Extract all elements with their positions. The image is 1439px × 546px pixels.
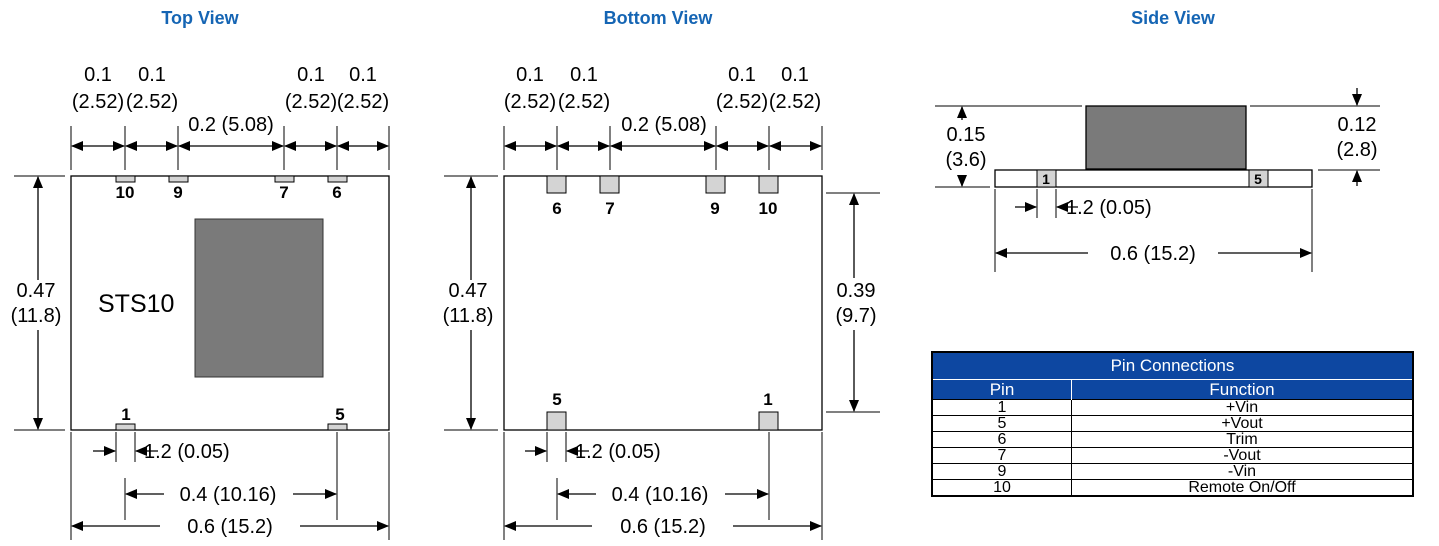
pin-connections-table: Pin Connections Pin Function 1 +Vin 5 +Vou… — [931, 351, 1414, 497]
table-row: 9 -Vin — [932, 463, 1413, 480]
bottom-pin-label: 7 — [605, 199, 614, 218]
side-view: 1 5 0.15 (3.6) 0.12 (2.8) 1.2 (0.05) 0.6… — [935, 88, 1380, 272]
height-in: 0.47 — [17, 280, 56, 302]
pin-spacing-in: 0.1 — [781, 64, 809, 86]
bottom-pad-6 — [546, 175, 567, 194]
top-pin-label: 7 — [279, 183, 288, 202]
table-header-pin: Pin — [932, 379, 1072, 400]
side-view-title: Side View — [1131, 8, 1216, 28]
function-cell: +Vin — [1071, 399, 1413, 416]
top-pin-9 — [168, 175, 189, 183]
table-row: 10 Remote On/Off — [932, 479, 1413, 496]
width-dimension: 0.6 (15.2) — [1110, 243, 1196, 265]
side-view-board — [994, 169, 1313, 188]
part-label: STS10 — [98, 290, 174, 318]
pin-cell: 7 — [932, 447, 1072, 464]
bottom-view-body — [503, 175, 823, 431]
pin-spacing-mm: (2.52) — [285, 91, 337, 113]
pin-spacing-in: 0.1 — [297, 64, 325, 86]
height-mm: (11.8) — [443, 305, 494, 327]
bottom-view: 6 7 9 10 5 1 0.1 0.1 0.1 0.1 (2.52) (2.5… — [443, 64, 880, 540]
pin-height-mm: (9.7) — [835, 305, 876, 327]
height-in: 0.47 — [449, 280, 488, 302]
pin-spacing-in: 0.1 — [84, 64, 112, 86]
total-height-in: 0.15 — [947, 124, 986, 146]
pin-spacing-mm: (2.52) — [769, 91, 821, 113]
bottom-pad-7 — [599, 175, 620, 194]
top-pin-6 — [327, 175, 348, 183]
table-row: 7 -Vout — [932, 447, 1413, 464]
bottom-pad-5 — [546, 411, 567, 431]
width-dimension: 0.6 (15.2) — [620, 516, 706, 538]
bottom-pin-label: 9 — [710, 199, 719, 218]
table-row: 6 Trim — [932, 431, 1413, 448]
pin-spacing-mm: (2.52) — [126, 91, 178, 113]
gap-dimension: 0.2 (5.08) — [621, 114, 707, 136]
pin-spacing-mm: (2.52) — [558, 91, 610, 113]
top-pin-label: 9 — [173, 183, 182, 202]
pin-spacing-in: 0.1 — [570, 64, 598, 86]
pin-spacing-in: 0.1 — [349, 64, 377, 86]
pin-width-dimension: 1.2 (0.05) — [1066, 197, 1152, 219]
side-pin-label: 1 — [1042, 171, 1050, 187]
pin-spacing-mm: (2.52) — [504, 91, 556, 113]
total-height-mm: (3.6) — [945, 149, 986, 171]
function-cell: Remote On/Off — [1071, 479, 1413, 496]
pin-spacing-mm: (2.52) — [72, 91, 124, 113]
table-row: 5 +Vout — [932, 415, 1413, 432]
top-pin-1 — [115, 423, 136, 431]
pin-pitch-dimension: 0.4 (10.16) — [612, 484, 709, 506]
function-cell: -Vout — [1071, 447, 1413, 464]
side-pin-1 — [1036, 169, 1057, 188]
bottom-pad-10 — [758, 175, 779, 194]
bottom-view-title: Bottom View — [604, 8, 714, 28]
pin-cell: 1 — [932, 399, 1072, 416]
pin-height-in: 0.39 — [837, 280, 876, 302]
top-pin-label: 10 — [116, 183, 135, 202]
body-height-mm: (2.8) — [1336, 139, 1377, 161]
pin-spacing-mm: (2.52) — [716, 91, 768, 113]
pin-width-dimension: 1.2 (0.05) — [144, 441, 230, 463]
table-header-function: Function — [1071, 379, 1413, 400]
top-pin-label: 6 — [332, 183, 341, 202]
bottom-pin-label: 1 — [763, 390, 772, 409]
side-view-core — [1085, 105, 1247, 170]
bottom-pin-label: 6 — [552, 199, 561, 218]
pin-spacing-in: 0.1 — [728, 64, 756, 86]
bottom-pin-label: 10 — [759, 199, 778, 218]
table-title: Pin Connections — [932, 352, 1413, 380]
pin-cell: 6 — [932, 431, 1072, 448]
top-view-title: Top View — [161, 8, 239, 28]
top-view: STS10 10 9 7 6 1 5 0.1 0.1 0.1 0.1 (2.52… — [11, 64, 390, 540]
top-pin-7 — [274, 175, 295, 183]
pin-cell: 10 — [932, 479, 1072, 496]
top-pin-10 — [115, 175, 136, 183]
pin-spacing-in: 0.1 — [516, 64, 544, 86]
pin-width-dimension: 1.2 (0.05) — [575, 441, 661, 463]
pin-cell: 5 — [932, 415, 1072, 432]
height-mm: (11.8) — [11, 305, 62, 327]
top-pin-5 — [327, 423, 348, 431]
bottom-pad-9 — [705, 175, 726, 194]
pin-cell: 9 — [932, 463, 1072, 480]
top-pin-label: 1 — [121, 405, 130, 424]
body-height-in: 0.12 — [1338, 114, 1377, 136]
side-pin-5 — [1248, 169, 1269, 188]
gap-dimension: 0.2 (5.08) — [188, 114, 274, 136]
pin-pitch-dimension: 0.4 (10.16) — [180, 484, 277, 506]
bottom-pad-1 — [758, 411, 779, 431]
bottom-pin-label: 5 — [552, 390, 561, 409]
top-pin-label: 5 — [335, 405, 344, 424]
function-cell: +Vout — [1071, 415, 1413, 432]
function-cell: Trim — [1071, 431, 1413, 448]
side-pin-label: 5 — [1254, 171, 1262, 187]
pin-spacing-mm: (2.52) — [337, 91, 389, 113]
table-row: 1 +Vin — [932, 399, 1413, 416]
width-dimension: 0.6 (15.2) — [187, 516, 273, 538]
function-cell: -Vin — [1071, 463, 1413, 480]
pin-spacing-in: 0.1 — [138, 64, 166, 86]
top-view-core — [194, 218, 324, 378]
